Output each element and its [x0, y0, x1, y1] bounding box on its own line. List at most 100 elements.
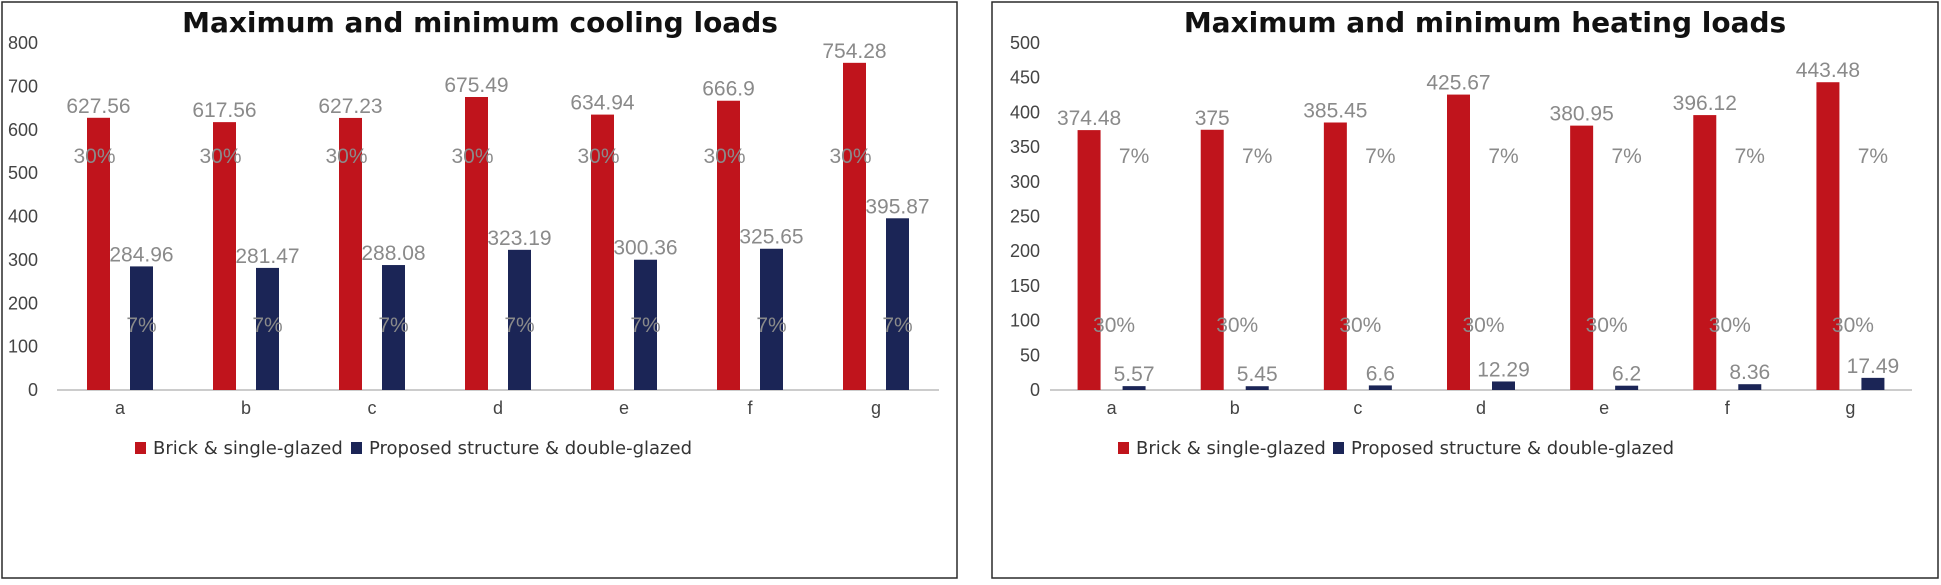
percent-label: 30% [73, 145, 115, 168]
y-tick-label: 100 [8, 337, 38, 357]
bar-proposed-double-glazed [1368, 385, 1392, 390]
bar-brick-single-glazed [591, 114, 614, 390]
bar-brick-single-glazed [717, 100, 740, 391]
data-label: 375 [1195, 107, 1230, 130]
y-tick-label: 800 [8, 33, 38, 53]
x-category-label: f [1725, 398, 1731, 418]
x-category-label: d [493, 398, 503, 418]
data-label: 634.94 [570, 92, 635, 115]
percent-label: 30% [325, 145, 367, 168]
data-label: 8.36 [1729, 361, 1770, 384]
bar-brick-single-glazed [1816, 82, 1840, 390]
legend-label: Brick & single-glazed [153, 438, 343, 459]
y-tick-label: 450 [1010, 68, 1040, 88]
percent-label: 30% [577, 145, 619, 168]
percent-label: 7% [126, 314, 156, 337]
percent-label: 7% [1858, 145, 1888, 168]
percent-label: 7% [1488, 145, 1518, 168]
y-tick-label: 500 [1010, 33, 1040, 53]
percent-label: 30% [1462, 314, 1504, 337]
heating-load-chart: Maximum and minimum heating loads 0 50 100 1… [990, 0, 1941, 585]
percent-label: 7% [1611, 145, 1641, 168]
bar-proposed-double-glazed [1615, 385, 1639, 390]
legend-swatch [135, 442, 146, 454]
percent-label: 30% [1709, 314, 1751, 337]
bar-proposed-double-glazed [634, 259, 657, 390]
bar-brick-single-glazed [87, 117, 110, 391]
percent-label: 7% [1735, 145, 1765, 168]
data-label: 300.36 [613, 237, 677, 260]
data-label: 17.49 [1847, 355, 1900, 378]
bar-proposed-double-glazed [760, 248, 783, 390]
bar-brick-single-glazed [1200, 129, 1224, 390]
x-category-label: g [1845, 398, 1855, 418]
bar-proposed-double-glazed [130, 266, 153, 390]
percent-label: 30% [451, 145, 493, 168]
x-category-label: b [241, 398, 251, 418]
data-label: 6.2 [1612, 363, 1641, 386]
chart-title: Maximum and minimum heating loads [1184, 6, 1786, 39]
percent-label: 7% [252, 314, 282, 337]
percent-label: 30% [829, 145, 871, 168]
data-label: 288.08 [361, 242, 425, 265]
bar-proposed-double-glazed [382, 265, 405, 390]
bar-proposed-double-glazed [886, 218, 909, 390]
data-label: 425.67 [1426, 72, 1490, 95]
x-category-label: g [871, 398, 881, 418]
y-tick-label: 100 [1010, 311, 1040, 331]
x-category-label: a [1107, 398, 1118, 418]
y-tick-label: 50 [1020, 345, 1040, 365]
y-tick-label: 500 [8, 163, 38, 183]
percent-label: 30% [1586, 314, 1628, 337]
bar-brick-single-glazed [1077, 130, 1101, 390]
percent-label: 7% [1365, 145, 1395, 168]
bar-proposed-double-glazed [256, 267, 279, 390]
chart-title: Maximum and minimum cooling loads [182, 6, 778, 39]
percent-label: 30% [703, 145, 745, 168]
y-tick-label: 200 [8, 293, 38, 313]
data-label: 627.23 [318, 95, 382, 118]
data-label: 754.28 [822, 40, 886, 63]
legend-swatch [1118, 442, 1129, 454]
bar-proposed-double-glazed [1122, 386, 1146, 390]
y-tick-label: 0 [1030, 380, 1040, 400]
y-tick-label: 200 [1010, 241, 1040, 261]
y-tick-label: 0 [28, 380, 38, 400]
legend-swatch [351, 442, 362, 454]
data-label: 443.48 [1796, 59, 1860, 82]
bar-proposed-double-glazed [1738, 384, 1762, 390]
y-tick-label: 150 [1010, 276, 1040, 296]
cooling-load-chart-svg: Maximum and minimum cooling loads 0 100 200… [1, 1, 958, 579]
chart-frame [1, 1, 958, 579]
data-label: 675.49 [444, 74, 508, 97]
data-label: 5.57 [1114, 363, 1155, 386]
percent-label: 30% [1832, 314, 1874, 337]
data-label: 5.45 [1237, 363, 1278, 386]
percent-label: 7% [378, 314, 408, 337]
bar-proposed-double-glazed [1861, 377, 1885, 390]
y-tick-label: 700 [8, 76, 38, 96]
percent-label: 7% [1119, 145, 1149, 168]
bar-brick-single-glazed [465, 97, 488, 390]
bar-proposed-double-glazed [1245, 386, 1269, 390]
bar-brick-single-glazed [843, 62, 866, 390]
y-tick-label: 400 [8, 207, 38, 227]
percent-label: 7% [756, 314, 786, 337]
bar-brick-single-glazed [1447, 94, 1470, 390]
legend-label: Proposed structure & double-glazed [1351, 438, 1674, 459]
x-category-label: c [1353, 398, 1362, 418]
bar-brick-single-glazed [1323, 122, 1347, 390]
x-category-label: f [747, 398, 753, 418]
data-label: 281.47 [235, 245, 299, 268]
x-category-label: e [1599, 398, 1609, 418]
bar-proposed-double-glazed [1492, 381, 1515, 390]
percent-label: 7% [504, 314, 534, 337]
x-category-label: b [1230, 398, 1240, 418]
bar-brick-single-glazed [1693, 115, 1717, 391]
percent-label: 7% [1242, 145, 1272, 168]
bar-brick-single-glazed [339, 117, 362, 390]
data-label: 323.19 [487, 227, 551, 250]
data-label: 374.48 [1057, 107, 1121, 130]
heating-load-chart-svg: Maximum and minimum heating loads 0 50 100 1… [991, 1, 1939, 579]
legend-swatch [1333, 442, 1344, 454]
